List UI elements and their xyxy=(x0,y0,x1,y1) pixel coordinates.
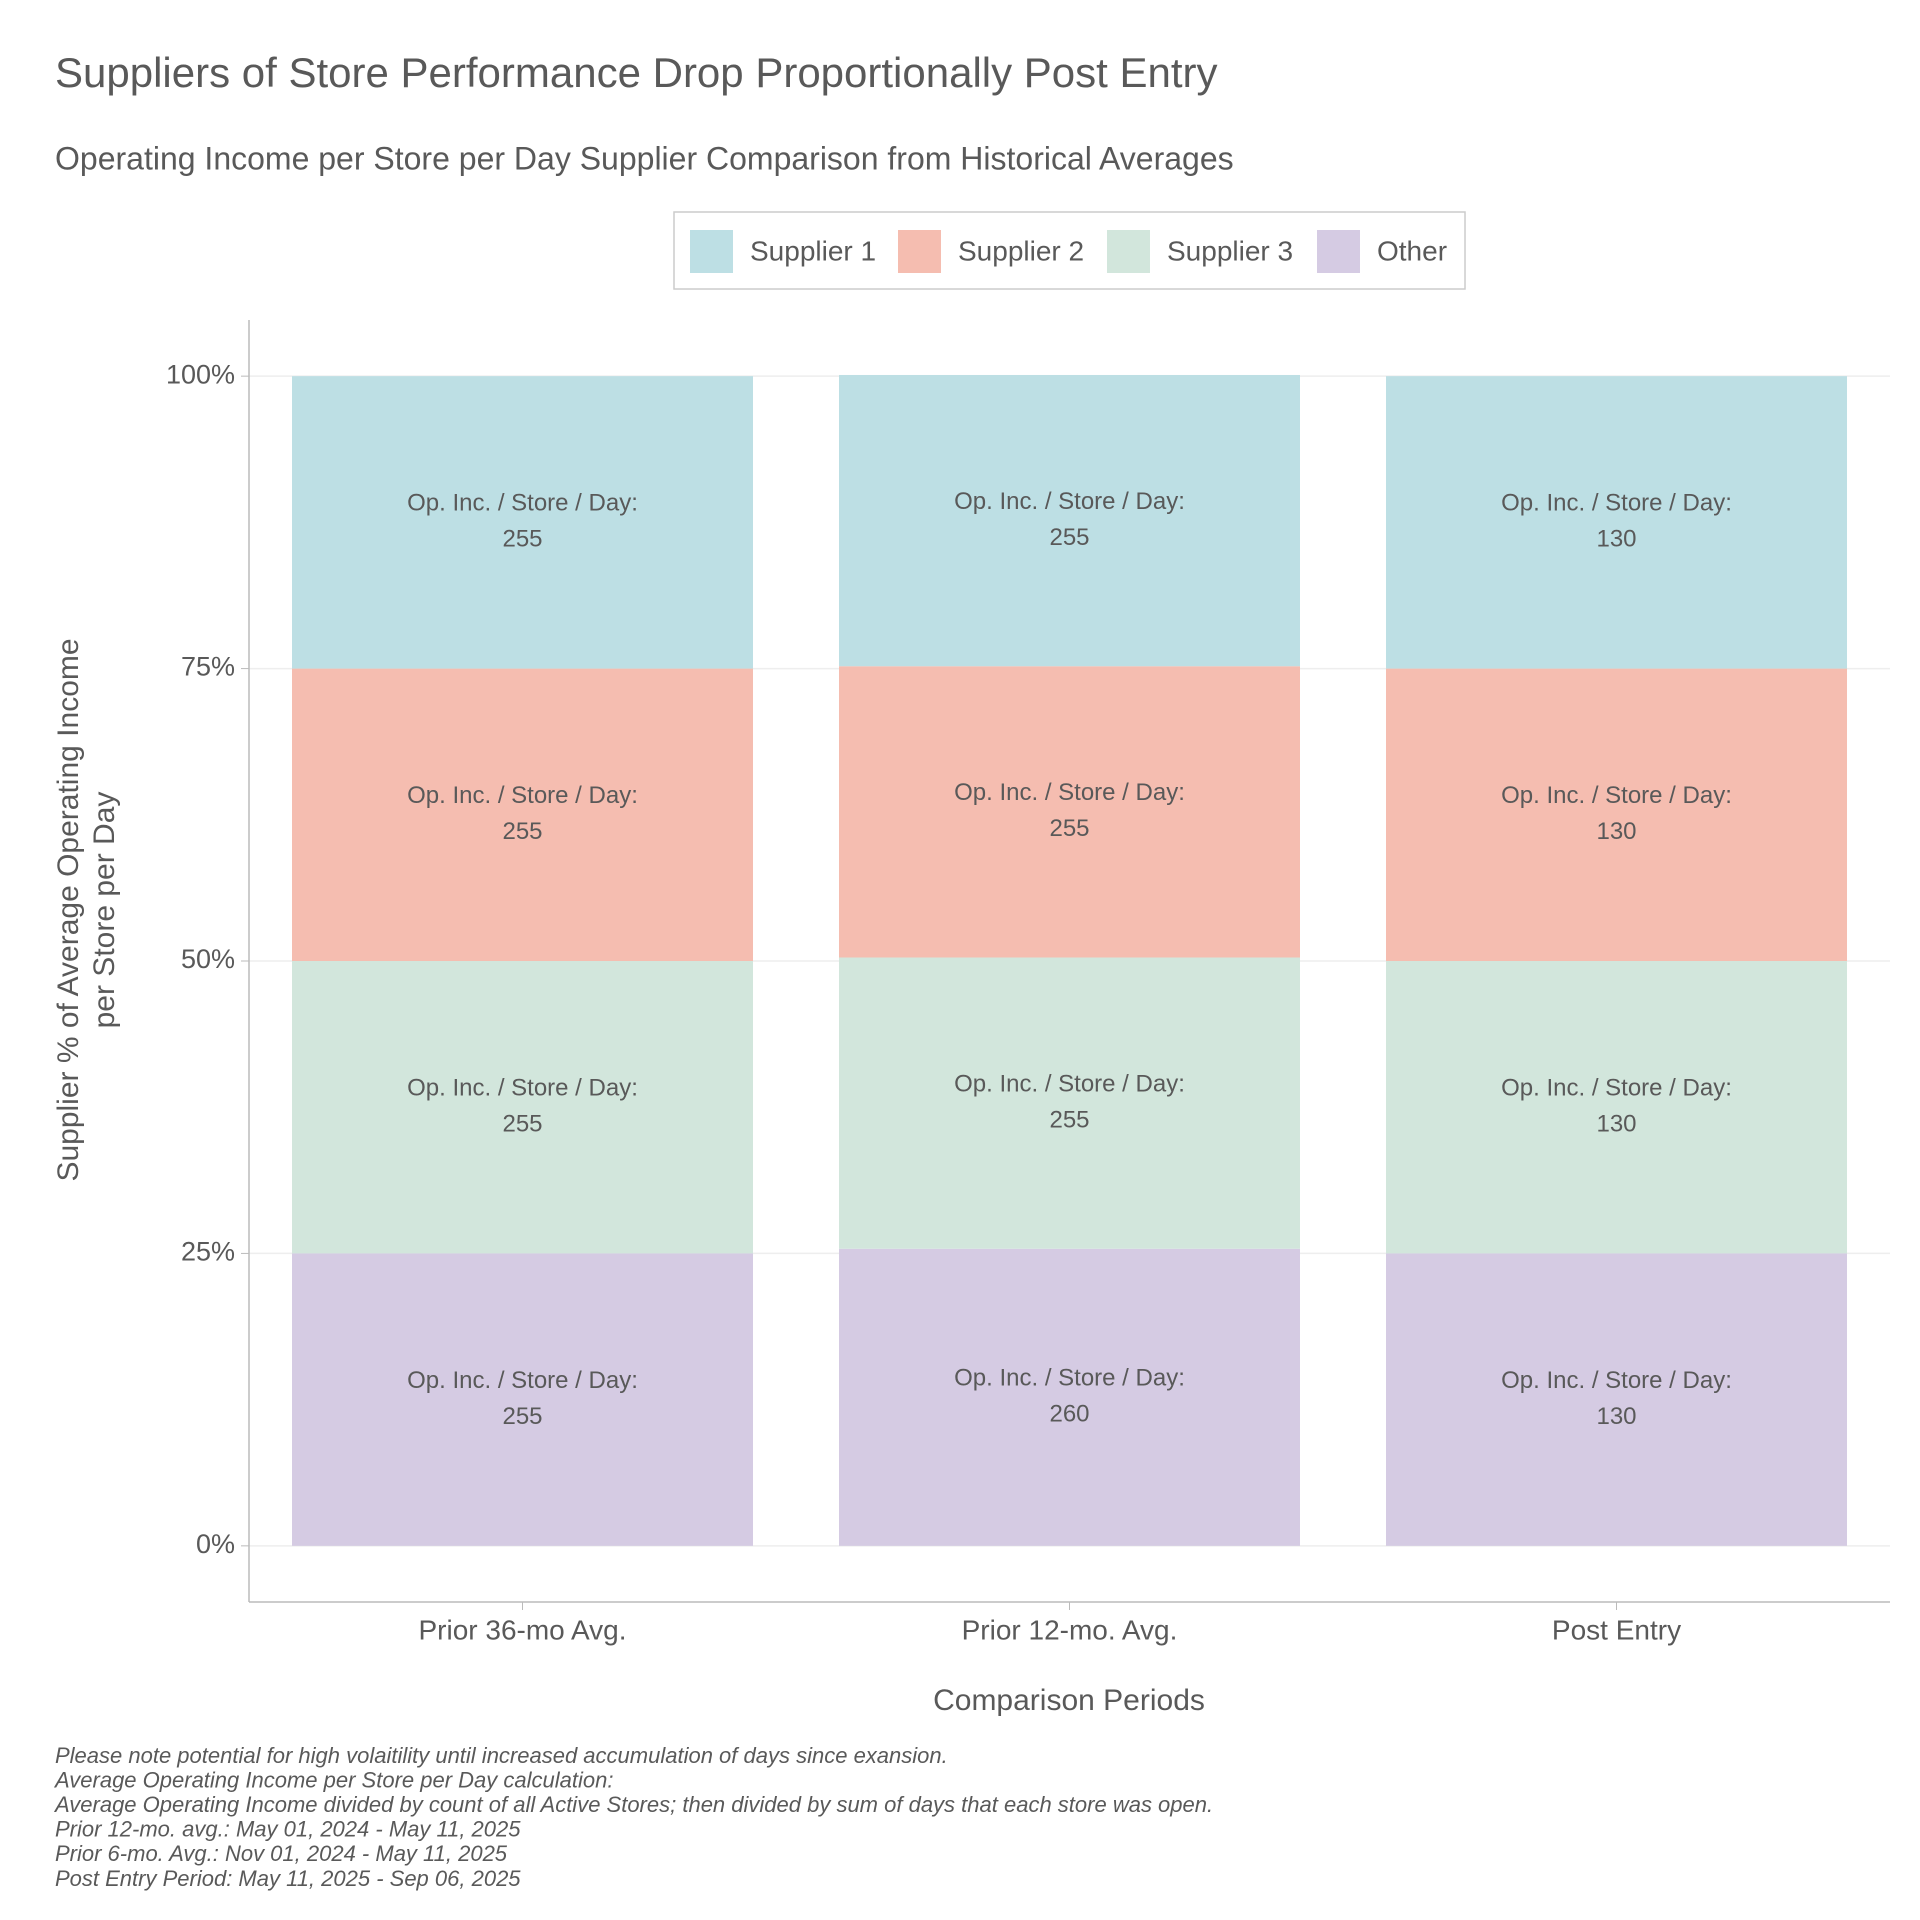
y-tick-label: 25% xyxy=(181,1237,235,1267)
segment-label-value: 255 xyxy=(1049,524,1089,551)
legend-label: Supplier 1 xyxy=(750,235,876,266)
segment-label-value: 255 xyxy=(502,1111,542,1138)
x-tick-label: Prior 36-mo Avg. xyxy=(418,1614,626,1645)
bar-segment xyxy=(292,376,753,669)
bar-segment xyxy=(292,1253,753,1546)
segment-label-prefix: Op. Inc. / Store / Day: xyxy=(407,1075,638,1102)
bar-segment xyxy=(839,957,1300,1249)
segment-label-prefix: Op. Inc. / Store / Day: xyxy=(407,782,638,809)
footnote: Post Entry Period: May 11, 2025 - Sep 06… xyxy=(55,1866,521,1891)
segment-label-value: 130 xyxy=(1596,1111,1636,1138)
footnote: Prior 6-mo. Avg.: Nov 01, 2024 - May 11,… xyxy=(55,1841,508,1866)
bar-segment xyxy=(292,961,753,1254)
segment-label-prefix: Op. Inc. / Store / Day: xyxy=(407,490,638,517)
segment-label-value: 255 xyxy=(502,526,542,553)
y-axis-title-line: per Store per Day xyxy=(88,792,121,1029)
legend-swatch xyxy=(690,230,733,273)
segment-label-prefix: Op. Inc. / Store / Day: xyxy=(1501,1367,1732,1394)
bar-segment xyxy=(839,1248,1300,1546)
legend-swatch xyxy=(1107,230,1150,273)
chart-title: Suppliers of Store Performance Drop Prop… xyxy=(55,49,1218,96)
segment-label-prefix: Op. Inc. / Store / Day: xyxy=(1501,782,1732,809)
legend-label: Supplier 2 xyxy=(958,235,1084,266)
segment-label-prefix: Op. Inc. / Store / Day: xyxy=(954,1365,1185,1392)
y-tick-label: 100% xyxy=(166,359,235,389)
y-tick-label: 75% xyxy=(181,652,235,682)
segment-label-value: 255 xyxy=(1049,1106,1089,1133)
segment-label-prefix: Op. Inc. / Store / Day: xyxy=(954,1070,1185,1097)
x-tick-label: Prior 12-mo. Avg. xyxy=(962,1614,1178,1645)
segment-label-value: 130 xyxy=(1596,1403,1636,1430)
bar-segment xyxy=(1386,668,1847,961)
bar-segment xyxy=(839,374,1300,667)
bar-segment xyxy=(1386,376,1847,669)
segment-label-value: 255 xyxy=(502,1403,542,1430)
x-axis-title: Comparison Periods xyxy=(933,1684,1205,1717)
x-tick-label: Post Entry xyxy=(1552,1614,1681,1645)
segment-label-prefix: Op. Inc. / Store / Day: xyxy=(954,488,1185,515)
segment-label-value: 255 xyxy=(1049,815,1089,842)
segment-label-prefix: Op. Inc. / Store / Day: xyxy=(407,1367,638,1394)
footnote: Average Operating Income per Store per D… xyxy=(53,1767,613,1792)
footnote: Prior 12-mo. avg.: May 01, 2024 - May 11… xyxy=(55,1817,521,1842)
legend-label: Other xyxy=(1377,235,1447,266)
footnote: Average Operating Income divided by coun… xyxy=(53,1792,1213,1817)
y-axis-title: Supplier % of Average Operating Income p… xyxy=(52,638,121,1181)
segment-label-value: 130 xyxy=(1596,526,1636,553)
legend-swatch xyxy=(898,230,941,273)
segment-label-prefix: Op. Inc. / Store / Day: xyxy=(1501,1075,1732,1102)
bar-segment xyxy=(1386,1253,1847,1546)
segment-label-prefix: Op. Inc. / Store / Day: xyxy=(954,779,1185,806)
bar-segment xyxy=(292,668,753,961)
segment-label-value: 255 xyxy=(502,818,542,845)
legend-swatch xyxy=(1317,230,1360,273)
segment-label-value: 260 xyxy=(1049,1401,1089,1428)
chart-subtitle: Operating Income per Store per Day Suppl… xyxy=(55,140,1234,176)
bar-segment xyxy=(1386,961,1847,1254)
y-tick-label: 50% xyxy=(181,944,235,974)
segment-label-value: 130 xyxy=(1596,818,1636,845)
legend-label: Supplier 3 xyxy=(1167,235,1293,266)
footnote: Please note potential for high volaitili… xyxy=(55,1743,948,1768)
y-axis-title-line: Supplier % of Average Operating Income xyxy=(52,638,85,1181)
y-tick-label: 0% xyxy=(196,1529,235,1559)
segment-label-prefix: Op. Inc. / Store / Day: xyxy=(1501,490,1732,517)
bar-segment xyxy=(839,666,1300,958)
